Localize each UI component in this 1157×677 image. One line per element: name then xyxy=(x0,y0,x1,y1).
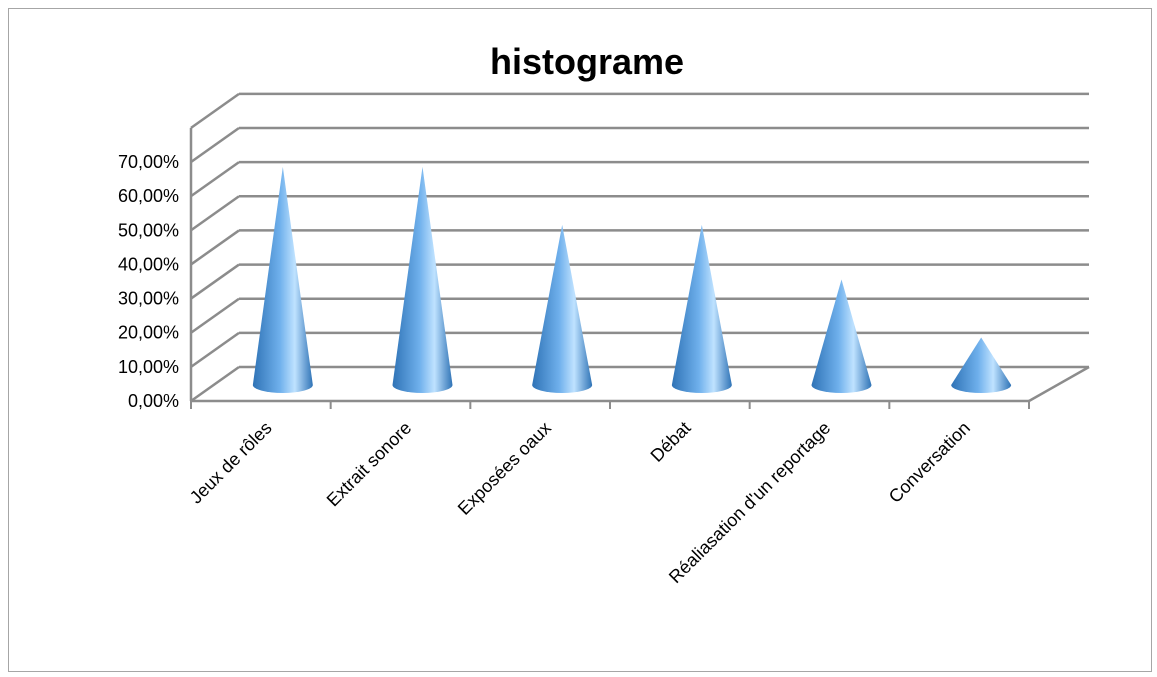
cone-series xyxy=(252,166,1012,393)
gridline-side xyxy=(190,331,240,368)
gridline-side xyxy=(190,161,240,198)
y-tick-label: 0,00% xyxy=(128,391,179,411)
y-tick-label: 40,00% xyxy=(118,254,179,274)
cone-body xyxy=(951,337,1012,393)
cone-body xyxy=(392,166,453,393)
y-tick-label: 60,00% xyxy=(118,186,179,206)
gridline-side xyxy=(190,229,240,266)
cone-body xyxy=(811,279,872,393)
chart-walls xyxy=(189,92,1090,409)
gridline-side xyxy=(190,92,240,129)
y-tick-label: 10,00% xyxy=(118,357,179,377)
cone-body xyxy=(671,224,732,393)
gridline-side xyxy=(190,365,240,403)
cone-body xyxy=(252,166,313,393)
cone-chart: histograme 0,00% 10,00% 20,00% 30,00% 40,00%… xyxy=(118,41,1090,587)
gridline-side xyxy=(190,126,240,164)
x-category-label: Réaliasation d'un reportage xyxy=(665,418,834,587)
cone-bar xyxy=(532,224,593,393)
y-axis-tick-labels: 0,00% 10,00% 20,00% 30,00% 40,00% 50,00% 60,00… xyxy=(118,152,179,411)
x-category-label: Conversation xyxy=(885,418,974,507)
y-tick-label: 30,00% xyxy=(118,289,179,309)
x-axis-category-labels: Jeux de rôles Extrait sonore Exposées oaux… xyxy=(186,418,974,587)
gridline-side xyxy=(190,195,240,232)
y-tick-label: 50,00% xyxy=(118,220,179,240)
cone-bar xyxy=(951,337,1012,393)
cone-body xyxy=(532,224,593,393)
x-category-label: Débat xyxy=(647,418,695,466)
cone-bar xyxy=(811,279,872,393)
y-tick-label: 20,00% xyxy=(118,323,179,343)
x-category-label: Exposées oaux xyxy=(454,418,555,519)
chart-frame: histograme 0,00% 10,00% 20,00% 30,00% 40,00%… xyxy=(8,8,1152,672)
gridline-side xyxy=(190,297,240,334)
gridline-side xyxy=(190,263,240,300)
y-tick-label: 70,00% xyxy=(118,152,179,172)
chart-title: histograme xyxy=(490,41,684,82)
floor-right-edge xyxy=(1028,365,1090,403)
cone-bar xyxy=(392,166,453,393)
cone-bar xyxy=(671,224,732,393)
cone-bar xyxy=(252,166,313,393)
x-category-label: Jeux de rôles xyxy=(186,418,276,508)
x-category-label: Extrait sonore xyxy=(323,418,416,511)
